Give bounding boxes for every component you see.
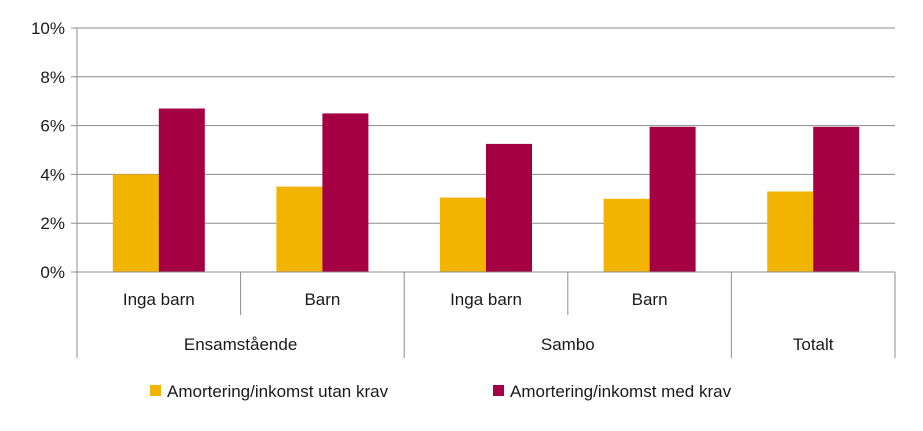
legend: Amortering/inkomst utan krav Amortering/i… <box>150 382 732 401</box>
bar-utan-krav <box>767 191 814 272</box>
group-labels: Ensamstående Sambo Totalt <box>184 335 834 354</box>
category-label: Inga barn <box>450 290 522 309</box>
y-tick-label: 10% <box>31 19 65 38</box>
y-tick-labels: 0% 2% 4% 6% 8% 10% <box>31 19 65 282</box>
bar-med-krav <box>649 126 696 272</box>
legend-label: Amortering/inkomst utan krav <box>167 382 389 401</box>
category-label: Barn <box>632 290 668 309</box>
legend-swatch <box>150 385 161 396</box>
axes <box>71 27 896 358</box>
category-label: Inga barn <box>123 290 195 309</box>
category-labels: Inga barn Barn Inga barn Barn <box>123 290 668 309</box>
bar-utan-krav <box>440 197 486 272</box>
y-tick-label: 2% <box>40 214 65 233</box>
bar-utan-krav <box>603 198 650 272</box>
gridlines <box>77 27 895 224</box>
category-label: Barn <box>304 290 340 309</box>
bar-utan-krav <box>112 174 159 272</box>
y-tick-label: 0% <box>40 263 65 282</box>
bars <box>112 108 860 273</box>
group-label: Ensamstående <box>184 335 297 354</box>
bar-med-krav <box>813 126 860 272</box>
group-label: Sambo <box>541 335 595 354</box>
bar-med-krav <box>158 108 205 273</box>
legend-swatch <box>493 385 504 396</box>
legend-label: Amortering/inkomst med krav <box>510 382 732 401</box>
group-label: Totalt <box>793 335 834 354</box>
bar-med-krav <box>322 113 369 273</box>
y-tick-label: 8% <box>40 68 65 87</box>
bar-med-krav <box>486 143 532 272</box>
y-tick-label: 4% <box>40 165 65 184</box>
y-tick-label: 6% <box>40 117 65 136</box>
bar-utan-krav <box>276 186 323 272</box>
